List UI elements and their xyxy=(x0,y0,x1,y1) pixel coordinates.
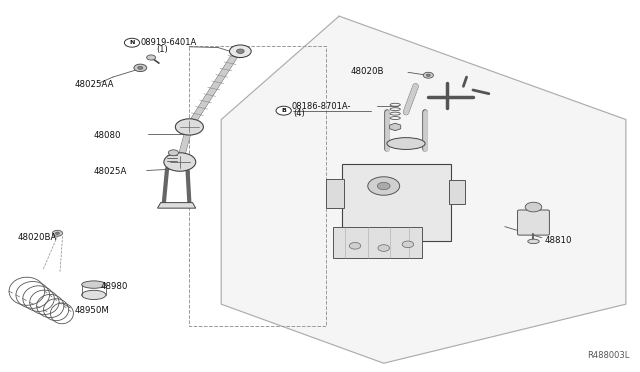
Circle shape xyxy=(138,66,143,69)
Text: 48020BA: 48020BA xyxy=(17,233,57,242)
Text: 48025A: 48025A xyxy=(94,167,127,176)
Text: 08186-8701A-: 08186-8701A- xyxy=(292,102,351,111)
FancyBboxPatch shape xyxy=(518,210,549,235)
Circle shape xyxy=(134,64,147,71)
Text: 48025AA: 48025AA xyxy=(75,80,114,89)
Circle shape xyxy=(168,150,179,156)
Circle shape xyxy=(426,74,430,76)
Circle shape xyxy=(525,202,541,212)
Circle shape xyxy=(378,245,390,251)
Text: N: N xyxy=(129,40,134,45)
Circle shape xyxy=(402,241,413,248)
Text: 48080: 48080 xyxy=(94,131,122,140)
Circle shape xyxy=(56,232,60,234)
Circle shape xyxy=(124,38,140,47)
Text: 48810: 48810 xyxy=(544,236,572,245)
Circle shape xyxy=(276,106,291,115)
FancyBboxPatch shape xyxy=(342,164,451,241)
Text: (1): (1) xyxy=(156,45,168,54)
Circle shape xyxy=(230,45,251,58)
Ellipse shape xyxy=(82,281,106,288)
Circle shape xyxy=(175,119,204,135)
Circle shape xyxy=(368,177,399,195)
Circle shape xyxy=(378,182,390,190)
Text: R488003L: R488003L xyxy=(587,350,629,359)
Circle shape xyxy=(423,72,433,78)
Circle shape xyxy=(237,49,244,54)
Text: 48020B: 48020B xyxy=(351,67,384,76)
Ellipse shape xyxy=(82,290,106,299)
Polygon shape xyxy=(221,16,626,363)
Polygon shape xyxy=(157,203,196,208)
Text: 48980: 48980 xyxy=(100,282,127,291)
Circle shape xyxy=(52,230,63,236)
Text: 08919-6401A: 08919-6401A xyxy=(140,38,196,47)
FancyBboxPatch shape xyxy=(326,179,344,208)
Circle shape xyxy=(349,243,361,249)
Circle shape xyxy=(164,153,196,171)
Text: 48950M: 48950M xyxy=(75,306,109,315)
Ellipse shape xyxy=(387,138,425,150)
Ellipse shape xyxy=(528,239,540,244)
FancyBboxPatch shape xyxy=(333,227,422,258)
FancyBboxPatch shape xyxy=(449,180,465,205)
Circle shape xyxy=(147,55,156,60)
Text: (4): (4) xyxy=(293,109,305,118)
Text: B: B xyxy=(281,108,286,113)
